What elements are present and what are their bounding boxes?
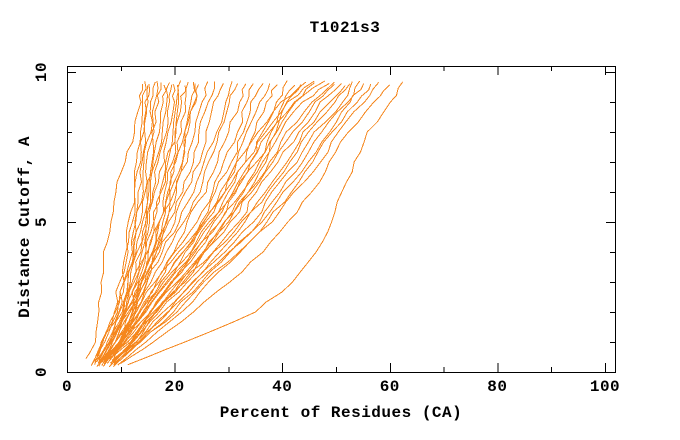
model-curve — [117, 82, 379, 366]
model-curve — [105, 83, 335, 360]
y-tick-label: 10 — [33, 62, 51, 82]
model-curve — [96, 81, 216, 367]
y-tick-label: 0 — [33, 367, 51, 377]
model-curve — [101, 82, 315, 364]
model-curve — [108, 85, 346, 368]
model-curve — [103, 80, 326, 364]
model-curve — [96, 81, 209, 363]
x-tick-label: 40 — [272, 378, 292, 396]
chart-title: T1021s3 — [310, 19, 381, 37]
model-curve — [102, 83, 247, 367]
model-curve — [101, 83, 239, 366]
model-curve — [106, 81, 335, 364]
model-curve — [108, 83, 342, 360]
x-tick-label: 60 — [380, 378, 400, 396]
axis-frame: 0 20 40 60 80 100 0 5 10 — [33, 62, 620, 396]
model-curve — [94, 84, 151, 365]
model-curve — [113, 83, 365, 364]
model-curve — [127, 81, 404, 366]
model-curve — [90, 81, 147, 366]
x-tick-label: 100 — [590, 378, 620, 396]
x-tick-label: 20 — [164, 378, 184, 396]
model-curve — [98, 81, 307, 365]
model-curve — [111, 83, 351, 361]
model-curve — [108, 83, 196, 360]
model-curve — [94, 81, 156, 362]
model-curve — [100, 80, 315, 364]
x-axis-title: Percent of Residues (CA) — [220, 404, 462, 422]
y-tick-label: 5 — [33, 217, 51, 227]
model-curve — [101, 81, 233, 363]
y-axis-title: Distance Cutoff, A — [16, 136, 34, 318]
model-curve — [116, 84, 372, 364]
x-tick-label: 80 — [487, 378, 507, 396]
model-curve — [93, 85, 149, 363]
model-curve — [104, 83, 254, 361]
model-curve — [120, 84, 390, 365]
x-tick-label: 0 — [62, 378, 72, 396]
plot-border — [67, 66, 616, 373]
model-curve — [96, 82, 162, 360]
model-curve — [112, 81, 353, 363]
model-curves — [85, 80, 404, 368]
model-curve — [85, 83, 144, 359]
model-curve — [113, 84, 302, 366]
model-curve — [112, 80, 361, 367]
